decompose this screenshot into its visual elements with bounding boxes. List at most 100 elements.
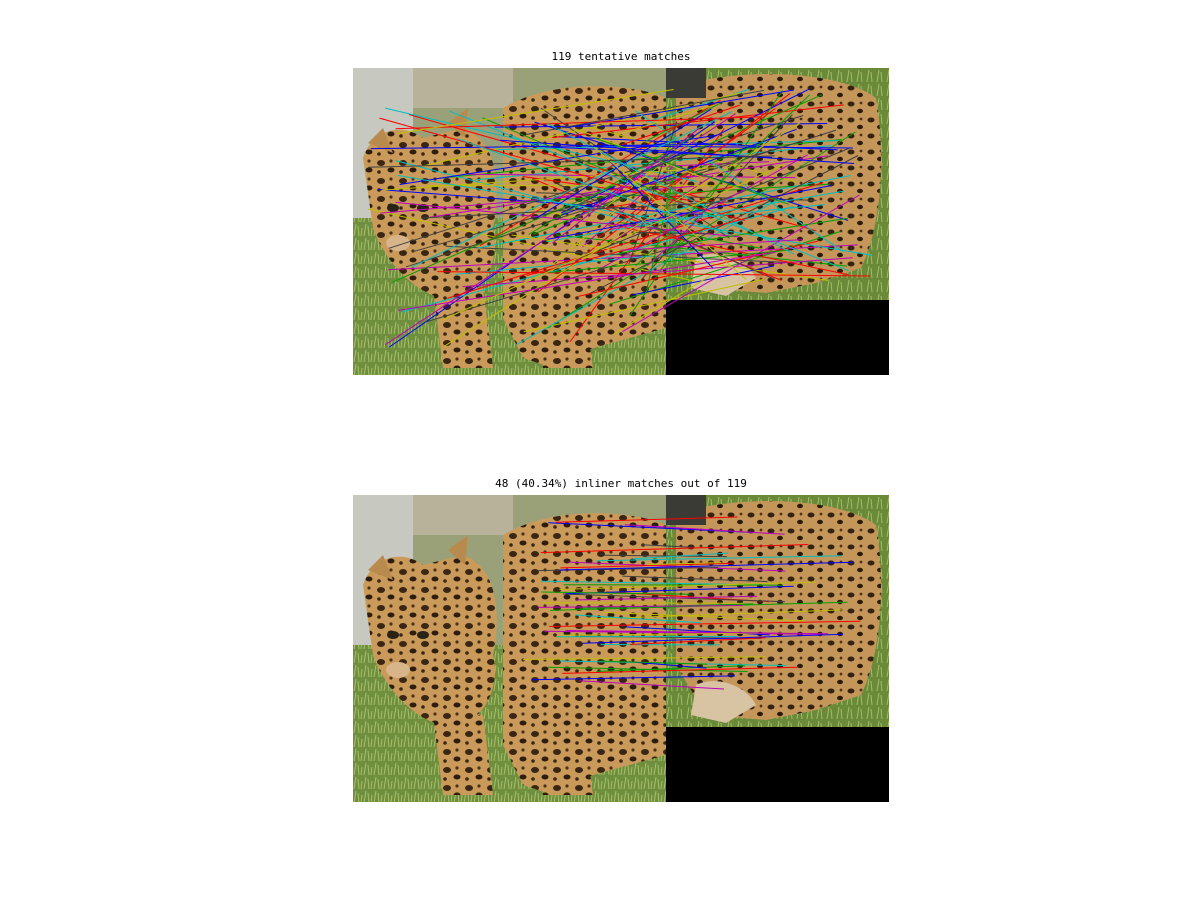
tentative-matches-title: 119 tentative matches	[551, 50, 691, 63]
match-line	[523, 656, 766, 660]
match-line	[537, 605, 743, 608]
match-line	[601, 152, 714, 269]
match-line	[624, 524, 785, 535]
match-line	[622, 575, 768, 583]
match-line	[555, 516, 738, 523]
match-line	[388, 244, 858, 271]
match-line	[600, 660, 708, 665]
match-line	[523, 279, 764, 333]
match-line	[384, 107, 698, 183]
match-line	[578, 680, 725, 690]
match-line	[378, 188, 704, 216]
match-line	[642, 114, 793, 279]
match-line	[557, 183, 776, 280]
match-line	[642, 544, 692, 548]
match-line	[586, 609, 843, 620]
match-line	[579, 145, 853, 149]
match-line	[569, 128, 725, 343]
match-line	[561, 128, 797, 216]
match-line	[563, 584, 783, 586]
match-line	[560, 562, 735, 569]
tentative-matches-panel: 119 tentative matches	[353, 48, 889, 375]
match-line	[526, 216, 750, 276]
match-line	[410, 111, 733, 268]
match-line	[412, 144, 790, 253]
match-line	[392, 94, 822, 283]
match-line	[578, 240, 819, 297]
match-line	[482, 117, 717, 218]
match-line	[594, 137, 789, 205]
match-line	[618, 217, 849, 254]
match-line	[506, 183, 831, 204]
match-line	[582, 633, 844, 644]
match-line	[429, 155, 829, 218]
match-line	[596, 555, 842, 562]
inlier-matches-panel: 48 (40.34%) inliner matches out of 119	[353, 475, 889, 802]
match-line	[628, 146, 706, 178]
match-line	[457, 138, 730, 235]
match-line	[549, 249, 790, 273]
match-line	[475, 145, 832, 181]
match-line	[549, 620, 861, 627]
jaguar-image-right	[666, 68, 889, 300]
match-line	[449, 110, 849, 272]
match-line	[443, 122, 801, 348]
match-line	[395, 160, 686, 236]
inlier-match-lines	[523, 516, 861, 690]
match-line	[622, 194, 860, 333]
match-line	[526, 89, 765, 135]
match-line	[395, 201, 740, 238]
match-line	[405, 129, 837, 268]
match-line	[421, 201, 734, 219]
match-line	[544, 630, 822, 635]
match-line	[541, 591, 691, 595]
match-line	[559, 561, 853, 571]
match-line	[445, 245, 792, 264]
match-line	[399, 134, 718, 185]
match-line	[608, 211, 700, 231]
match-line	[380, 185, 695, 214]
match-line	[562, 666, 798, 674]
match-line	[559, 581, 816, 590]
match-line	[561, 88, 809, 214]
match-line	[566, 630, 829, 635]
match-line	[586, 155, 859, 296]
match-line	[630, 637, 766, 645]
match-line	[621, 104, 741, 146]
match-line	[499, 139, 855, 164]
match-line	[620, 239, 803, 251]
match-line	[552, 127, 700, 244]
tentative-matches-canvas	[353, 68, 889, 375]
match-line	[437, 271, 871, 277]
match-line	[635, 94, 810, 267]
match-line	[644, 100, 725, 143]
jaguar-image-left	[353, 495, 666, 802]
match-line	[397, 175, 873, 256]
match-line	[396, 89, 674, 135]
match-line	[379, 117, 746, 222]
match-line	[576, 595, 758, 601]
match-line	[632, 552, 729, 560]
match-line	[596, 665, 746, 672]
match-line	[612, 274, 713, 335]
match-line	[597, 108, 776, 239]
match-line	[633, 231, 709, 235]
match-line	[609, 231, 841, 305]
padding-region	[666, 300, 889, 375]
match-line	[462, 257, 853, 288]
match-line	[441, 164, 783, 321]
inlier-matches-canvas	[353, 495, 889, 802]
match-line	[537, 92, 791, 293]
match-line	[418, 92, 742, 168]
match-line	[398, 251, 776, 311]
match-line	[447, 182, 824, 299]
match-line	[540, 544, 809, 554]
match-line	[370, 143, 737, 150]
match-line	[589, 142, 747, 280]
padding-region	[666, 727, 889, 802]
match-line	[439, 139, 842, 179]
tentative-match-lines	[368, 88, 873, 348]
match-line	[552, 104, 844, 139]
match-line	[603, 611, 806, 622]
